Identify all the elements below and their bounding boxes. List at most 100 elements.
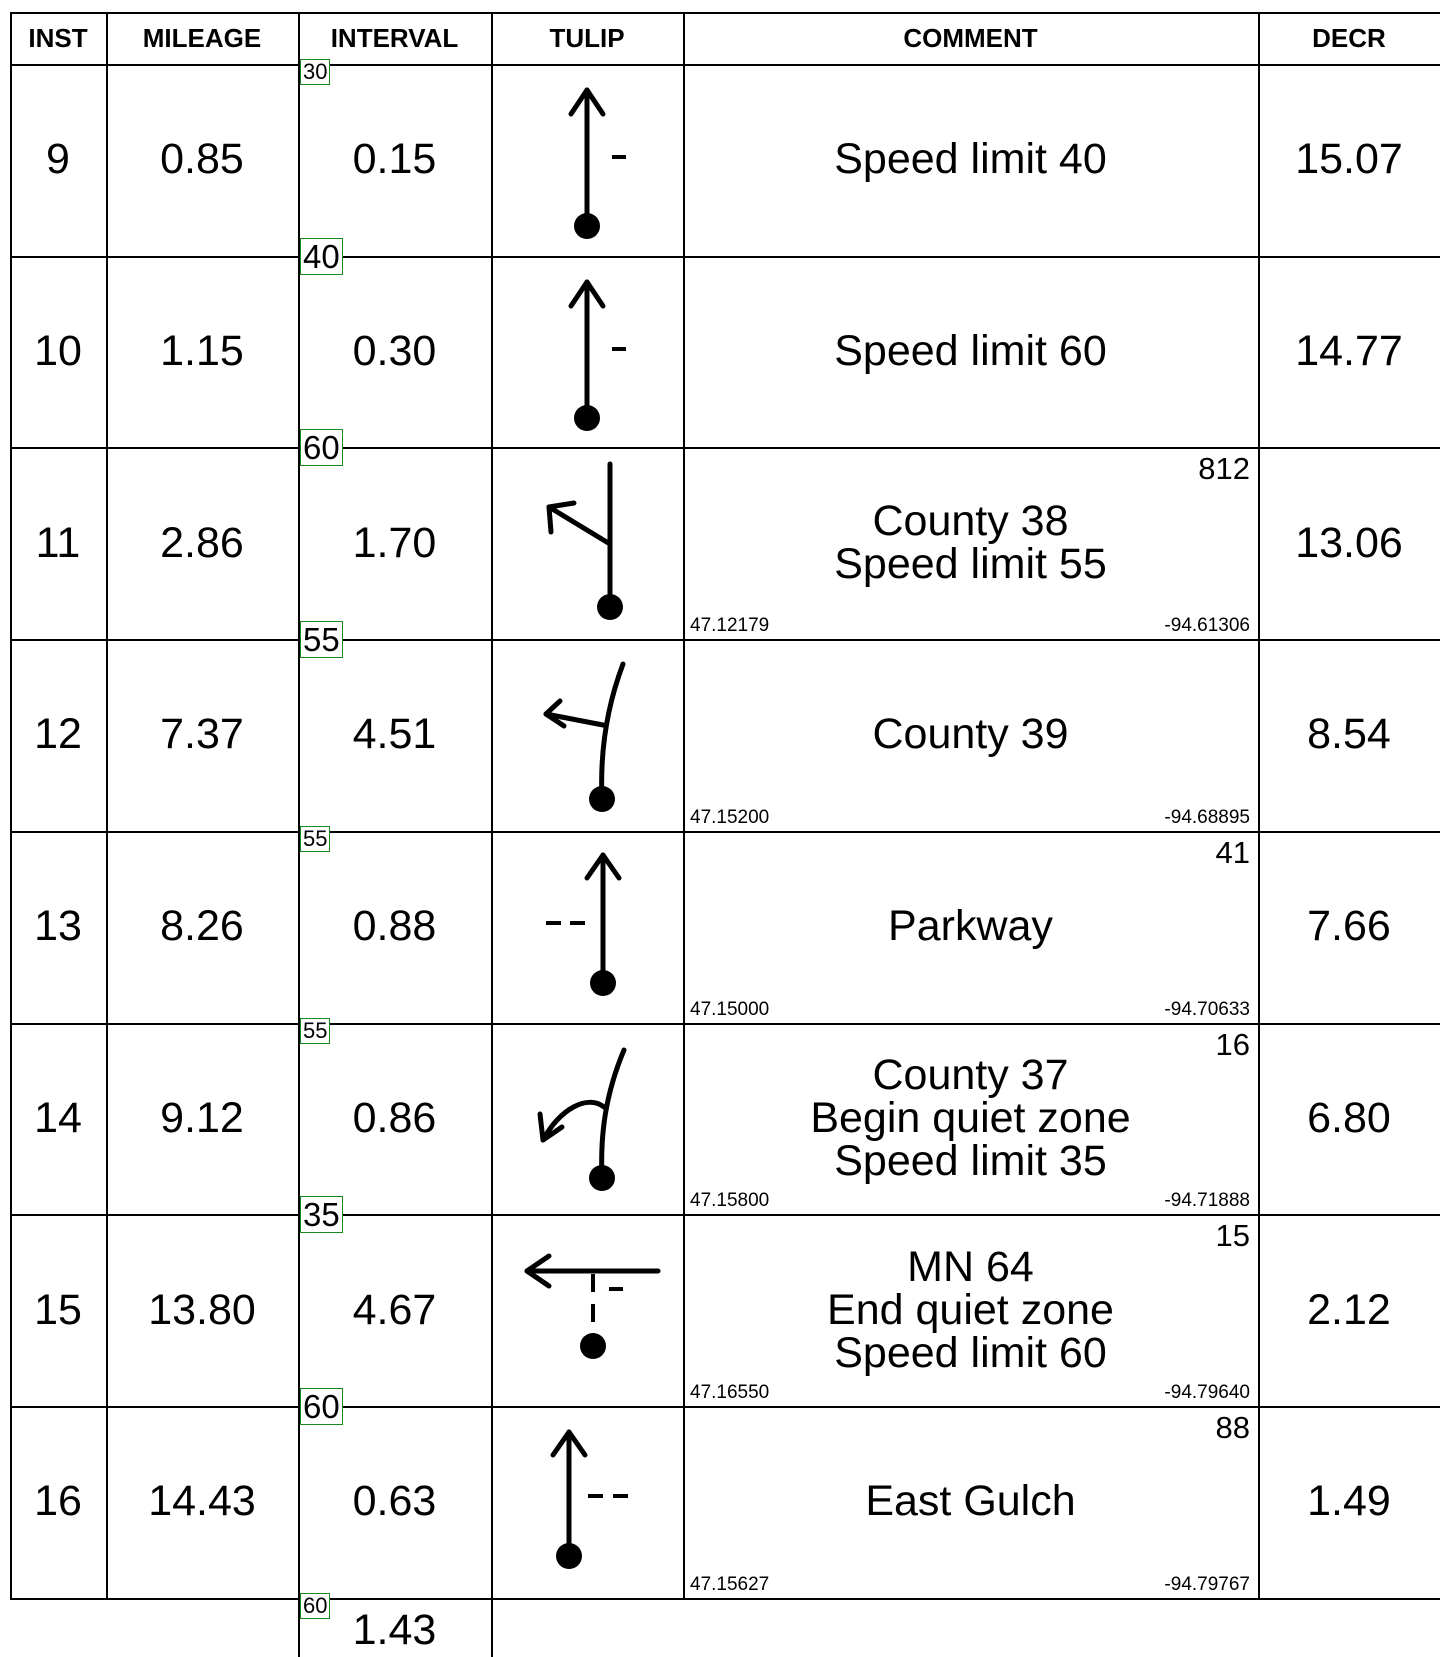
row-divider [10, 830, 1440, 833]
longitude: -94.79767 [1164, 1573, 1250, 1595]
inst-value: 9 [46, 135, 70, 184]
interval-column-border [491, 12, 493, 1657]
bear-left-arrow-icon [546, 461, 623, 621]
speed-limit-box: 35 [300, 1196, 343, 1234]
interval-column-border [298, 12, 300, 1657]
comment-line: Speed limit 55 [834, 540, 1107, 589]
speed-limit-box: 55 [300, 1017, 331, 1044]
longitude: -94.79640 [1164, 1381, 1250, 1403]
t-junction-left-turn-arrow-icon [524, 1253, 661, 1360]
decr-value: 15.07 [1295, 135, 1403, 184]
decr-value: 8.54 [1307, 710, 1391, 759]
comment-line: Speed limit 40 [834, 135, 1107, 184]
comment-line: End quiet zone [827, 1285, 1114, 1334]
curve-left-arrow-icon [543, 661, 626, 813]
latitude: 47.15200 [690, 806, 770, 828]
mileage-value: 14.43 [148, 1477, 256, 1526]
comment-line: Speed limit 60 [834, 1328, 1107, 1377]
latitude: 47.15000 [690, 998, 770, 1020]
longitude: -94.70633 [1164, 998, 1250, 1020]
footer-left-line [10, 1597, 298, 1600]
inst-value: 11 [35, 518, 81, 567]
mileage-value: 2.86 [160, 518, 244, 567]
reference-number: 15 [1215, 1218, 1250, 1254]
longitude: -94.61306 [1164, 615, 1250, 637]
comment-text: County 38 Speed limit 55 [683, 447, 1258, 639]
reference-number: 88 [1215, 1409, 1250, 1445]
interval-value: 4.51 [352, 710, 437, 759]
row-divider [10, 255, 1440, 258]
inst-value: 12 [34, 710, 82, 759]
interval-value: 0.88 [352, 902, 437, 951]
mileage-value: 8.26 [160, 902, 244, 951]
header-tulip: TULIP [549, 22, 625, 53]
footer-interval-value: 1.43 [352, 1605, 437, 1654]
interval-value: 1.70 [352, 518, 437, 567]
table-top-border [10, 12, 1440, 14]
comment-line: MN 64 [907, 1242, 1034, 1291]
latitude: 47.12179 [690, 615, 770, 637]
comment-text: Parkway [683, 831, 1258, 1023]
decr-value: 7.66 [1307, 902, 1391, 951]
comment-line: East Gulch [865, 1477, 1076, 1526]
reference-number: 812 [1198, 451, 1250, 487]
comment-line: County 38 [872, 497, 1069, 546]
comment-text: East Gulch [683, 1406, 1258, 1598]
decr-value: 2.12 [1307, 1285, 1391, 1334]
comment-text: County 37 Begin quiet zone Speed limit 35 [683, 1023, 1258, 1215]
mileage-value: 9.12 [160, 1093, 244, 1142]
interval-value: 0.15 [352, 135, 437, 184]
latitude: 47.15800 [690, 1190, 770, 1212]
speed-limit-box: 30 [300, 59, 331, 85]
interval-value: 0.30 [352, 327, 437, 376]
table-left-border [10, 12, 12, 1598]
interval-value: 0.86 [352, 1093, 437, 1142]
inst-value: 15 [34, 1285, 82, 1334]
row-divider [10, 1022, 1440, 1025]
speed-limit-box: 60 [300, 429, 343, 467]
interval-value: 0.63 [352, 1477, 437, 1526]
mileage-value: 7.37 [160, 710, 244, 759]
longitude: -94.68895 [1164, 806, 1250, 828]
interval-value: 4.67 [352, 1285, 437, 1334]
comment-line: County 37 [872, 1050, 1069, 1099]
mileage-value: 0.85 [160, 135, 244, 184]
header-decr: DECR [1312, 22, 1386, 53]
comment-line: Speed limit 60 [834, 327, 1107, 376]
inst-value: 10 [34, 327, 82, 376]
speed-limit-box: 55 [300, 825, 331, 852]
straight-arrow-with-left-dashes-icon [546, 852, 622, 996]
decr-value: 1.49 [1307, 1477, 1391, 1526]
column-divider [1258, 12, 1260, 1598]
straight-arrow-with-right-dash-icon [568, 279, 626, 431]
inst-value: 13 [34, 902, 82, 951]
row-divider [10, 639, 1440, 642]
comment-line: County 39 [872, 710, 1069, 759]
comment-text: Speed limit 40 [683, 64, 1258, 256]
row-divider [10, 1597, 1440, 1600]
comment-text: County 39 [683, 639, 1258, 831]
comment-line: Begin quiet zone [810, 1093, 1131, 1142]
straight-arrow-with-right-dashes-icon [550, 1429, 628, 1569]
mileage-value: 13.80 [148, 1285, 256, 1334]
longitude: -94.71888 [1164, 1190, 1250, 1212]
header-comment: COMMENT [903, 22, 1038, 53]
speed-limit-box: 55 [300, 621, 343, 659]
speed-limit-box: 40 [300, 237, 343, 275]
latitude: 47.15627 [690, 1573, 770, 1595]
comment-line: Parkway [888, 902, 1053, 951]
speed-limit-box: 60 [300, 1592, 331, 1619]
column-divider [106, 12, 108, 1598]
comment-text: MN 64 End quiet zone Speed limit 60 [683, 1214, 1258, 1406]
decr-value: 13.06 [1295, 518, 1403, 567]
decr-value: 14.77 [1295, 327, 1403, 376]
header-mileage: MILEAGE [142, 22, 262, 53]
reference-number: 41 [1215, 834, 1250, 870]
row-divider [10, 1405, 1440, 1408]
comment-text: Speed limit 60 [683, 256, 1258, 448]
header-interval: INTERVAL [330, 22, 459, 53]
header-bottom-border [10, 64, 1440, 66]
latitude: 47.16550 [690, 1381, 770, 1403]
row-divider [10, 1214, 1440, 1217]
